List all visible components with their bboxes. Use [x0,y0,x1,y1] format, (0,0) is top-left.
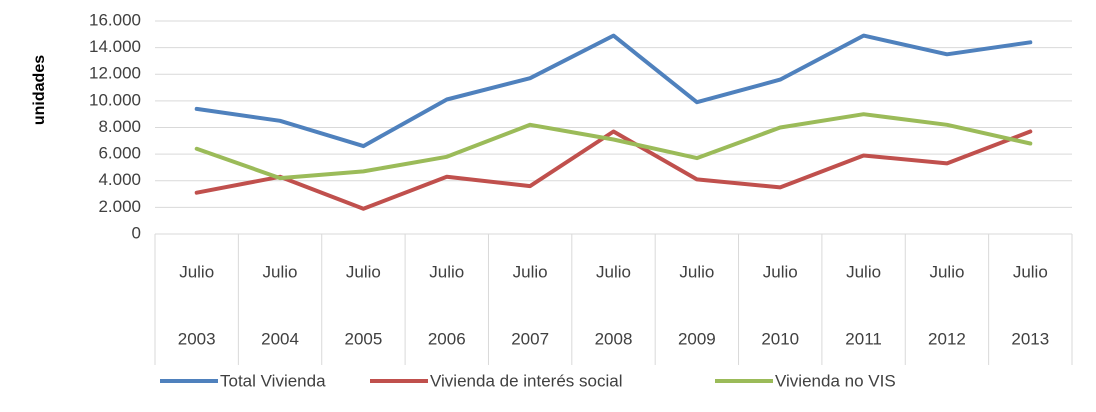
x-tick-label: 2006 [428,329,466,348]
y-tick-label: 16.000 [89,10,141,29]
x-tick-label: Julio [263,262,298,281]
x-tick-label: Julio [929,262,964,281]
series-line [194,129,1033,211]
x-tick-label: Julio [179,262,214,281]
x-tick-label: Julio [429,262,464,281]
x-tick-label: 2007 [511,329,549,348]
y-tick-label: 6.000 [98,144,141,163]
y-tick-label: 12.000 [89,64,141,83]
y-tick-label: 4.000 [98,170,141,189]
y-tick-label: 10.000 [89,90,141,109]
x-tick-label: 2008 [595,329,633,348]
y-tick-label: 14.000 [89,37,141,56]
x-tick-label: Julio [346,262,381,281]
x-tick-label: 2010 [761,329,799,348]
x-tick-label: Julio [679,262,714,281]
legend-label: Vivienda no VIS [775,371,896,390]
x-tick-label: Julio [596,262,631,281]
y-tick-label: 0 [132,223,141,242]
y-tick-label: 2.000 [98,197,141,216]
x-tick-label: 2003 [178,329,216,348]
x-tick-label: 2013 [1011,329,1049,348]
legend-label: Total Vivienda [220,371,326,390]
y-axis-title: unidades [31,55,48,125]
x-tick-label: Julio [763,262,798,281]
legend-label: Vivienda de interés social [430,371,622,390]
x-tick-label: 2011 [845,329,882,348]
x-tick-label: Julio [513,262,548,281]
x-tick-label: 2009 [678,329,716,348]
x-tick-label: Julio [846,262,881,281]
x-tick-label: 2012 [928,329,966,348]
x-tick-label: 2004 [261,329,299,348]
x-tick-label: Julio [1013,262,1048,281]
y-tick-label: 8.000 [98,117,141,136]
series-line [194,112,1033,181]
series-line [194,33,1033,149]
x-tick-label: 2005 [344,329,382,348]
